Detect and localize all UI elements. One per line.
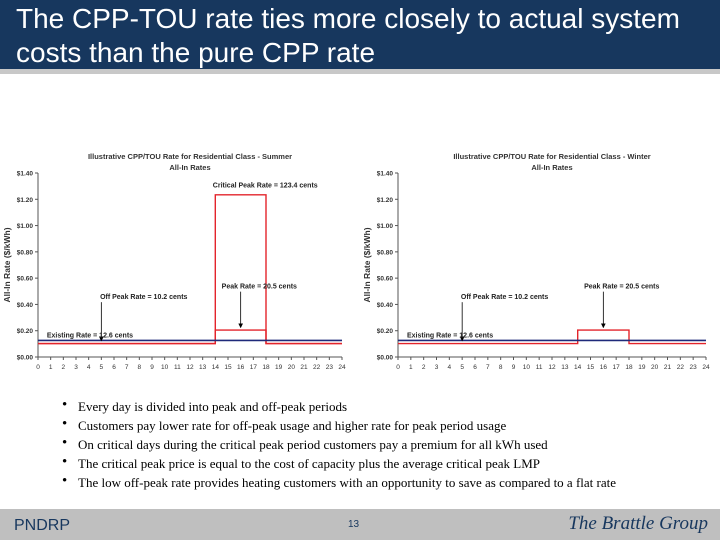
chart-annotation: Peak Rate = 20.5 cents <box>584 284 659 291</box>
chart-title: Illustrative CPP/TOU Rate for Residentia… <box>88 152 292 161</box>
x-tick-label: 7 <box>125 364 129 371</box>
y-tick-label: $0.60 <box>17 276 34 283</box>
x-tick-label: 18 <box>625 364 633 371</box>
x-tick-label: 3 <box>74 364 78 371</box>
x-tick-label: 15 <box>587 364 595 371</box>
summer-rate-chart: Illustrative CPP/TOU Rate for Residentia… <box>2 152 346 371</box>
chart-title: Illustrative CPP/TOU Rate for Residentia… <box>453 152 650 161</box>
x-tick-label: 16 <box>600 364 608 371</box>
bullet-item: The critical peak price is equal to the … <box>62 453 692 473</box>
x-tick-label: 13 <box>199 364 207 371</box>
y-tick-label: $1.20 <box>377 197 394 204</box>
x-tick-label: 15 <box>224 364 232 371</box>
x-tick-label: 24 <box>338 364 346 371</box>
y-tick-label: $1.40 <box>17 171 34 178</box>
chart-annotation: Critical Peak Rate = 123.4 cents <box>213 182 318 189</box>
x-tick-label: 19 <box>275 364 283 371</box>
x-tick-label: 4 <box>448 364 452 371</box>
y-tick-label: $0.00 <box>377 355 394 362</box>
x-tick-label: 22 <box>313 364 321 371</box>
x-tick-label: 8 <box>499 364 503 371</box>
x-tick-label: 20 <box>288 364 296 371</box>
chart-subtitle: All-In Rates <box>169 163 210 172</box>
series-peak-line <box>38 329 342 345</box>
x-tick-label: 17 <box>613 364 621 371</box>
x-tick-label: 22 <box>677 364 685 371</box>
footer-project-label: PNDRP <box>14 517 71 534</box>
x-tick-label: 7 <box>486 364 490 371</box>
x-tick-label: 21 <box>664 364 672 371</box>
x-tick-label: 13 <box>561 364 569 371</box>
chart-annotation: Off Peak Rate = 10.2 cents <box>461 294 548 301</box>
x-tick-label: 20 <box>651 364 659 371</box>
chart-annotation: Existing Rate = 12.6 cents <box>47 332 133 339</box>
x-tick-label: 12 <box>186 364 194 371</box>
y-axis-label: All-In Rate ($/kWh) <box>362 227 372 302</box>
x-tick-label: 8 <box>138 364 142 371</box>
y-tick-label: $0.00 <box>17 355 34 362</box>
slide-title: The CPP-TOU rate ties more closely to ac… <box>16 3 680 68</box>
x-tick-label: 1 <box>409 364 413 371</box>
x-tick-label: 10 <box>523 364 531 371</box>
y-tick-label: $0.40 <box>377 302 394 309</box>
winter-rate-chart: Illustrative CPP/TOU Rate for Residentia… <box>362 152 710 371</box>
chart-annotation: Off Peak Rate = 10.2 cents <box>100 294 187 301</box>
bullet-list: Every day is divided into peak and off-p… <box>62 396 692 492</box>
x-tick-label: 4 <box>87 364 91 371</box>
x-tick-label: 23 <box>690 364 698 371</box>
x-tick-label: 0 <box>396 364 400 371</box>
x-tick-label: 3 <box>435 364 439 371</box>
x-tick-label: 10 <box>161 364 169 371</box>
x-tick-label: 5 <box>100 364 104 371</box>
y-tick-label: $1.40 <box>377 171 394 178</box>
bullet-item: The low off-peak rate provides heating c… <box>62 472 692 492</box>
x-tick-label: 11 <box>174 364 181 371</box>
y-tick-label: $1.00 <box>377 223 394 230</box>
x-tick-label: 1 <box>49 364 53 371</box>
series-critical-line <box>38 194 342 345</box>
x-tick-label: 11 <box>536 364 543 371</box>
x-tick-label: 14 <box>574 364 582 371</box>
x-tick-label: 17 <box>250 364 258 371</box>
bullet-item: Customers pay lower rate for off-peak us… <box>62 415 692 435</box>
y-axis-label: All-In Rate ($/kWh) <box>2 227 12 302</box>
x-tick-label: 16 <box>237 364 245 371</box>
y-tick-label: $1.00 <box>17 223 34 230</box>
y-tick-label: $0.80 <box>17 249 34 256</box>
x-tick-label: 0 <box>36 364 40 371</box>
x-tick-label: 14 <box>212 364 220 371</box>
x-tick-label: 18 <box>262 364 270 371</box>
y-tick-label: $0.20 <box>377 328 394 335</box>
footer-bar: PNDRP 13 The Brattle Group <box>0 509 720 540</box>
series-peak-line <box>398 329 706 345</box>
title-bar: The CPP-TOU rate ties more closely to ac… <box>0 0 720 74</box>
x-tick-label: 24 <box>702 364 710 371</box>
brattle-logo: The Brattle Group <box>568 513 708 534</box>
x-tick-label: 23 <box>326 364 334 371</box>
bullet-item: Every day is divided into peak and off-p… <box>62 396 692 416</box>
x-tick-label: 9 <box>512 364 516 371</box>
chart-annotation: Existing Rate = 12.6 cents <box>407 332 493 339</box>
x-tick-label: 6 <box>473 364 477 371</box>
y-tick-label: $0.80 <box>377 249 394 256</box>
chart-annotation: Peak Rate = 20.5 cents <box>222 284 297 291</box>
y-tick-label: $0.60 <box>377 276 394 283</box>
x-tick-label: 5 <box>460 364 464 371</box>
x-tick-label: 6 <box>112 364 116 371</box>
x-tick-label: 19 <box>638 364 646 371</box>
page-number: 13 <box>348 519 360 530</box>
bullet-item: On critical days during the critical pea… <box>62 434 692 454</box>
y-tick-label: $0.20 <box>17 328 34 335</box>
y-tick-label: $1.20 <box>17 197 34 204</box>
x-tick-label: 2 <box>62 364 66 371</box>
x-tick-label: 21 <box>300 364 308 371</box>
y-tick-label: $0.40 <box>17 302 34 309</box>
x-tick-label: 9 <box>150 364 154 371</box>
x-tick-label: 2 <box>422 364 426 371</box>
chart-subtitle: All-In Rates <box>531 163 572 172</box>
x-tick-label: 12 <box>548 364 556 371</box>
